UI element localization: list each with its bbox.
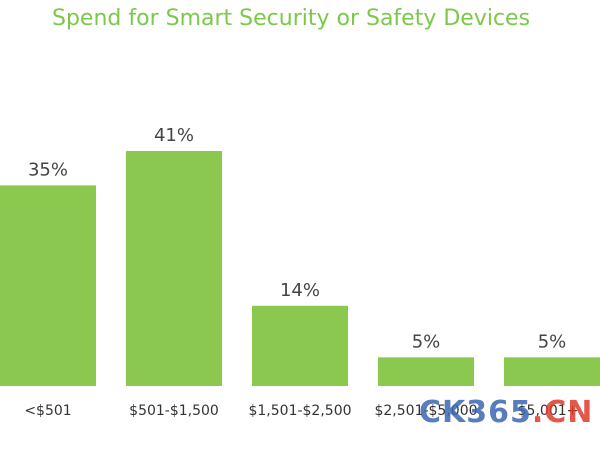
category-label-5: $5,001+	[518, 403, 579, 419]
bar-value-label-1: 35%	[28, 159, 68, 180]
bar-value-label-5: 5%	[538, 331, 567, 352]
bar-2	[126, 151, 222, 386]
bar-3	[252, 305, 348, 386]
bar-5	[504, 357, 600, 386]
watermark-part-2: .CN	[531, 395, 594, 430]
bar-value-label-4: 5%	[412, 331, 441, 352]
category-label-3: $1,501-$2,500	[248, 403, 351, 419]
watermark: CK365.CN	[419, 395, 593, 430]
bar-1	[0, 185, 96, 386]
watermark-part-1: CK365	[419, 395, 532, 430]
category-label-2: $501-$1,500	[129, 403, 219, 419]
category-label-4: $2,501-$5,000	[374, 403, 477, 419]
bar-value-label-2: 41%	[154, 125, 194, 146]
chart-title: Spend for Smart Security or Safety Devic…	[52, 6, 531, 31]
bar-4	[378, 357, 474, 386]
category-label-1: <$501	[24, 403, 71, 419]
bar-value-label-3: 14%	[280, 280, 320, 301]
